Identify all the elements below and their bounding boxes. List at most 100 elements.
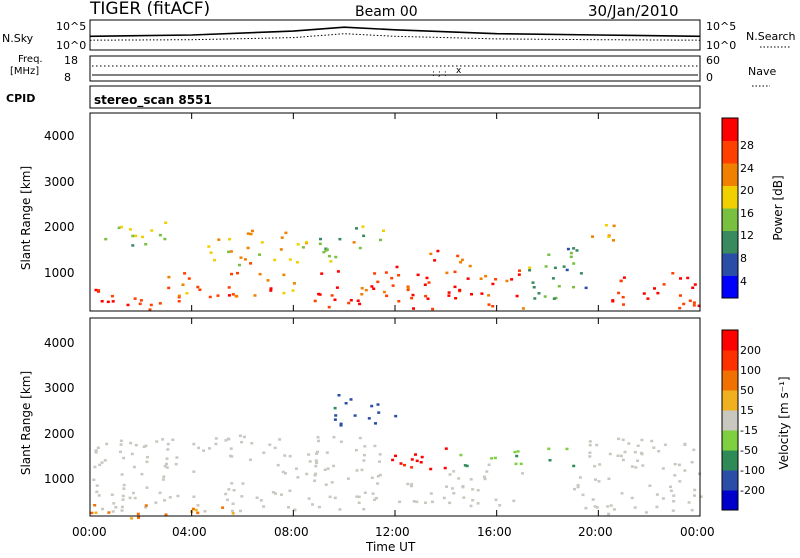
- heatmap-cell: [226, 498, 229, 502]
- nsky-tick-top: 10^5: [56, 20, 86, 33]
- heatmap-cell: [641, 464, 645, 467]
- heatmap-cell: [547, 253, 551, 256]
- heatmap-cell: [111, 510, 115, 513]
- heatmap-cell: [515, 454, 519, 458]
- vel-cbar-tick-m15: -15: [740, 424, 758, 437]
- heatmap-cell: [677, 463, 681, 467]
- heatmap-cell: [107, 511, 111, 514]
- heatmap-cell: [372, 287, 376, 290]
- heatmap-cell: [460, 258, 464, 262]
- heatmap-cell: [274, 492, 277, 495]
- heatmap-cell: [158, 302, 162, 305]
- heatmap-cell: [412, 500, 416, 503]
- heatmap-cell: [491, 305, 495, 308]
- heatmap-cell: [344, 402, 348, 405]
- heatmap-cell: [465, 464, 469, 468]
- heatmap-cell: [444, 447, 448, 450]
- heatmap-cell: [453, 270, 457, 274]
- heatmap-cell: [196, 285, 200, 289]
- freq-strip: Freq. [MHz] 18 8 60 0 Nave : ; : x: [10, 54, 776, 87]
- heatmap-cell: [591, 498, 595, 501]
- heatmap-cell: [693, 494, 696, 497]
- heatmap-cell: [594, 478, 597, 481]
- heatmap-cell: [191, 507, 195, 511]
- heatmap-cell: [397, 274, 401, 277]
- heatmap-cell: [552, 297, 556, 300]
- heatmap-cell: [699, 495, 703, 498]
- heatmap-cell: [382, 229, 385, 232]
- heatmap-cell: [607, 512, 611, 516]
- heatmap-cell: [462, 496, 466, 499]
- heatmap-cell: [412, 307, 415, 310]
- heatmap-cell: [230, 272, 233, 276]
- colorbar-segment: [722, 140, 738, 164]
- freq-marker: : ; :: [432, 69, 447, 79]
- heatmap-cell: [311, 503, 314, 506]
- heatmap-cell: [376, 475, 380, 478]
- heatmap-cell: [458, 288, 462, 292]
- heatmap-cell: [335, 286, 339, 289]
- heatmap-cell: [373, 498, 377, 501]
- heatmap-cell: [227, 488, 231, 491]
- heatmap-cell: [93, 465, 97, 469]
- heatmap-cell: [648, 484, 652, 487]
- heatmap-cell: [607, 477, 611, 480]
- heatmap-cell: [338, 237, 342, 241]
- heatmap-cell: [144, 243, 148, 246]
- heatmap-cell: [339, 440, 343, 443]
- heatmap-cell: [333, 418, 337, 421]
- power-panel: 4000 3000 2000 1000 Slant Range [km] 28 …: [19, 112, 785, 312]
- heatmap-cell: [378, 473, 382, 477]
- heatmap-cell: [126, 303, 130, 307]
- heatmap-cell: [627, 442, 631, 445]
- heatmap-cell: [283, 472, 287, 475]
- heatmap-cell: [415, 500, 419, 504]
- heatmap-cell: [305, 472, 309, 476]
- heatmap-cell: [249, 232, 253, 236]
- vel-cbar-tick-50: 50: [740, 384, 754, 397]
- nave-label: Nave: [748, 65, 776, 78]
- power-cbar-tick-4: 4: [740, 275, 747, 288]
- heatmap-cell: [611, 299, 615, 302]
- heatmap-cell: [314, 464, 318, 468]
- heatmap-cell: [672, 500, 676, 503]
- heatmap-cell: [652, 446, 656, 449]
- velocity-ytick-2000: 2000: [44, 427, 75, 441]
- power-cbar-tick-16: 16: [740, 207, 754, 220]
- heatmap-cell: [484, 274, 488, 278]
- heatmap-cell: [168, 496, 172, 499]
- time-tick-0: 00:00: [72, 525, 107, 539]
- heatmap-cell: [326, 467, 330, 470]
- heatmap-cell: [621, 295, 625, 299]
- heatmap-cell: [144, 444, 148, 448]
- heatmap-cell: [316, 436, 320, 439]
- colorbar-segment: [722, 275, 738, 299]
- heatmap-cell: [230, 509, 234, 513]
- heatmap-cell: [644, 511, 648, 514]
- heatmap-cell: [377, 411, 381, 414]
- vel-cbar-tick-m100: -100: [740, 464, 765, 477]
- power-ytick-2000: 2000: [44, 220, 75, 234]
- heatmap-cell: [494, 498, 498, 502]
- heatmap-cell: [202, 449, 206, 452]
- time-xlabel: Time UT: [365, 540, 416, 554]
- heatmap-cell: [318, 242, 322, 246]
- heatmap-cell: [231, 293, 235, 296]
- heatmap-cell: [630, 465, 634, 468]
- heatmap-cell: [619, 454, 623, 458]
- heatmap-cell: [595, 506, 599, 509]
- heatmap-cell: [442, 496, 446, 500]
- heatmap-cell: [133, 297, 137, 300]
- colorbar-segment: [722, 185, 738, 209]
- nsky-strip: N.Sky 10^5 10^0 10^5 10^0 N.Search: [2, 19, 796, 52]
- heatmap-cell: [476, 489, 480, 492]
- heatmap-cell: [317, 505, 321, 509]
- heatmap-cell: [273, 446, 277, 450]
- heatmap-cell: [544, 265, 548, 268]
- heatmap-cell: [338, 508, 342, 511]
- heatmap-cell: [616, 454, 620, 457]
- colorbar-segment: [722, 330, 738, 351]
- heatmap-cell: [443, 466, 447, 470]
- heatmap-cell: [347, 301, 351, 305]
- heatmap-cell: [239, 256, 243, 259]
